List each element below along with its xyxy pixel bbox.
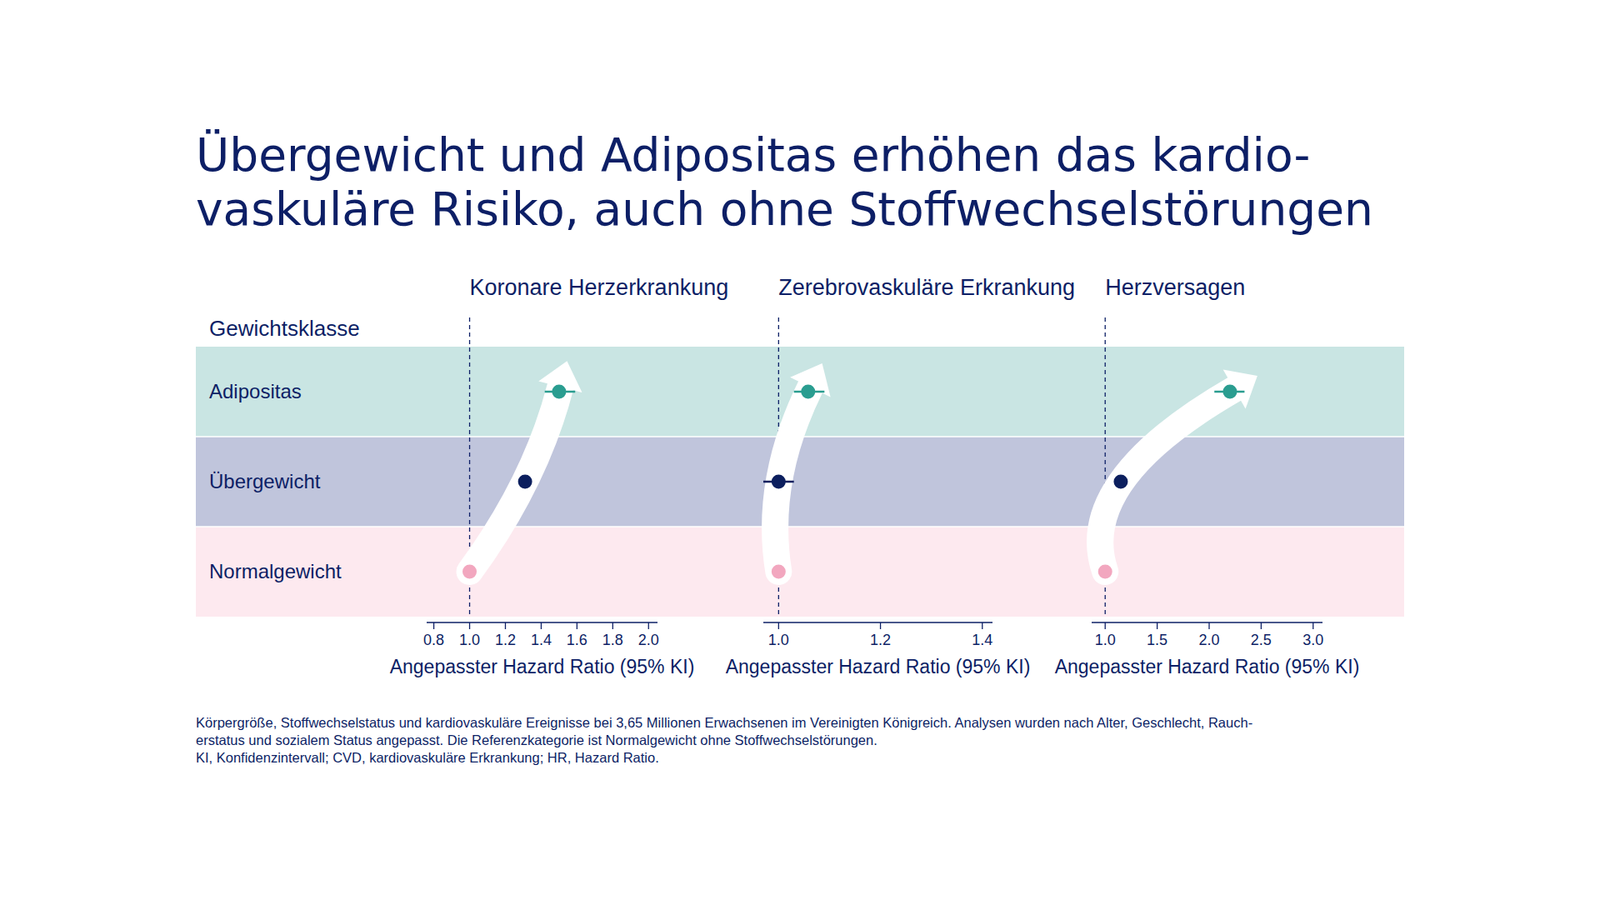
x-axis	[1091, 621, 1323, 624]
panel-title: Herzversagen	[1105, 275, 1245, 300]
tick	[505, 622, 506, 630]
trend-arrow-head	[1223, 370, 1258, 410]
category-label: Übergewicht	[209, 470, 321, 493]
tick-label: 0.8	[423, 631, 445, 649]
point	[551, 385, 566, 400]
tick	[981, 622, 983, 630]
tick	[540, 622, 542, 630]
panel-title: Zerebrovaskuläre Erkrankung	[778, 275, 1075, 300]
tick-label: 1.0	[459, 631, 480, 649]
point	[1098, 565, 1113, 580]
tick	[1105, 622, 1106, 630]
point	[771, 565, 786, 580]
category-band	[195, 526, 1405, 617]
point	[1222, 385, 1237, 400]
band-divider	[195, 525, 1405, 528]
tick-label: 1.2	[870, 631, 891, 649]
point	[771, 475, 786, 490]
tick-label: 1.8	[602, 631, 624, 649]
row-label: Gewichtsklasse	[209, 315, 360, 341]
tick-label: 1.0	[768, 631, 790, 649]
panel: Herzversagen 1.0 1.5 2.0 2.5 3.0 Angepasster H…	[1055, 275, 1360, 678]
x-axis-label: Angepasster Hazard Ratio (95% KI)	[390, 655, 695, 678]
trend-arrow	[1100, 389, 1235, 572]
tick-label: 2.0	[1198, 631, 1220, 649]
tick	[1260, 622, 1262, 630]
tick	[648, 622, 650, 630]
panel: Koronare Herzerkrankung 0.8 1.0 1.2 1.4 1.6 1.…	[390, 275, 730, 678]
marks	[763, 385, 825, 580]
tick	[576, 622, 578, 630]
chart-root: Übergewicht und Adipositas erhöhen das k…	[0, 0, 1600, 900]
panel: Zerebrovaskuläre Erkrankung 1.0 1.2 1.4 Ange…	[725, 275, 1075, 678]
panel-title: Koronare Herzerkrankung	[470, 275, 730, 300]
point	[518, 475, 533, 490]
tick-label: 2.0	[638, 631, 660, 649]
category-label: Adipositas	[209, 380, 302, 403]
marks	[462, 385, 575, 580]
point	[1113, 475, 1128, 490]
tick-label: 3.0	[1302, 631, 1324, 649]
footnote: KI, Konfidenzintervall; CVD, kardiovasku…	[195, 750, 660, 765]
marks	[1098, 385, 1245, 580]
tick-label: 1.6	[566, 631, 588, 649]
tick	[778, 622, 780, 630]
tick-label: 1.4	[530, 631, 552, 649]
x-axis-label: Angepasster Hazard Ratio (95% KI)	[1055, 655, 1360, 678]
tick	[1208, 622, 1210, 630]
tick-label: 1.2	[495, 631, 516, 649]
tick-label: 1.4	[971, 631, 993, 649]
page: { "header": { "title": ["Übergewicht und…	[0, 0, 1600, 900]
category-band	[195, 436, 1405, 527]
tick-label: 1.5	[1146, 631, 1168, 649]
tick	[433, 622, 435, 630]
x-axis	[763, 621, 993, 624]
trend-arrow	[470, 386, 561, 572]
tick	[1156, 622, 1158, 630]
point	[800, 385, 815, 400]
title: Übergewicht und Adipositas erhöhen das k…	[195, 128, 1310, 182]
x-axis	[426, 621, 658, 624]
tick	[612, 622, 614, 630]
tick	[469, 622, 470, 630]
footnote: Körpergröße, Stoffwechselstatus und kard…	[195, 715, 1253, 730]
title: vaskuläre Risiko, auch ohne Stoffwechsel…	[195, 182, 1374, 236]
tick-label: 1.0	[1095, 631, 1116, 649]
tick	[880, 622, 881, 630]
x-axis-label: Angepasster Hazard Ratio (95% KI)	[725, 655, 1031, 678]
footnote: erstatus und sozialem Status angepasst. …	[195, 732, 878, 748]
category-label: Normalgewicht	[209, 560, 342, 583]
tick-label: 2.5	[1250, 631, 1272, 649]
tick	[1312, 622, 1314, 630]
point	[462, 565, 477, 580]
